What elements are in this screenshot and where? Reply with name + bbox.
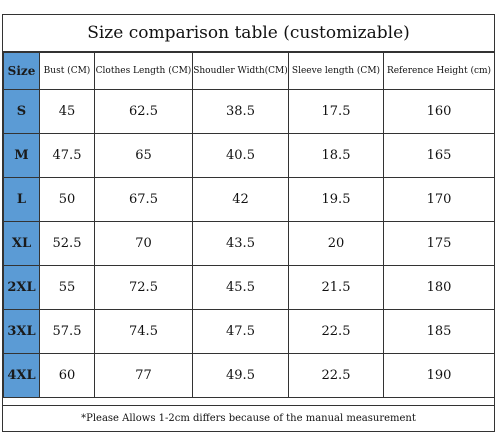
bust-cell: 60 [39,353,95,398]
table-row: 3XL 57.5 74.5 47.5 22.5 185 [3,309,495,354]
table-row: 2XL 55 72.5 45.5 21.5 180 [3,265,495,310]
measurement-note: *Please Allows 1-2cm differs because of … [3,405,494,431]
table-row: XL 52.5 70 43.5 20 175 [3,221,495,266]
clothes-length-cell: 70 [94,221,193,266]
clothes-length-cell: 74.5 [94,309,193,354]
sleeve-length-cell: 22.5 [288,353,384,398]
shoulder-width-cell: 43.5 [192,221,289,266]
shoulder-width-cell: 38.5 [192,89,289,134]
table-row: 4XL 60 77 49.5 22.5 190 [3,353,495,398]
reference-height-cell: 180 [383,265,495,310]
header-row: Size Bust (CM) Clothes Length (CM) Shoud… [3,52,495,90]
bust-cell: 55 [39,265,95,310]
size-cell: S [3,89,40,134]
size-cell: L [3,177,40,222]
bust-cell: 50 [39,177,95,222]
clothes-length-cell: 65 [94,133,193,178]
header-sleeve-length: Sleeve length (CM) [288,52,384,90]
size-cell: 2XL [3,265,40,310]
table-row: L 50 67.5 42 19.5 170 [3,177,495,222]
table-row: S 45 62.5 38.5 17.5 160 [3,89,495,134]
bust-cell: 45 [39,89,95,134]
bust-cell: 47.5 [39,133,95,178]
table-title: Size comparison table (customizable) [3,15,494,52]
table-row: M 47.5 65 40.5 18.5 165 [3,133,495,178]
sleeve-length-cell: 18.5 [288,133,384,178]
clothes-length-cell: 67.5 [94,177,193,222]
header-reference-height: Reference Height (cm) [383,52,495,90]
reference-height-cell: 165 [383,133,495,178]
shoulder-width-cell: 45.5 [192,265,289,310]
clothes-length-cell: 62.5 [94,89,193,134]
reference-height-cell: 190 [383,353,495,398]
size-cell: M [3,133,40,178]
shoulder-width-cell: 49.5 [192,353,289,398]
clothes-length-cell: 72.5 [94,265,193,310]
size-chart: Size comparison table (customizable) Siz… [2,14,495,432]
size-table: Size Bust (CM) Clothes Length (CM) Shoud… [3,52,495,398]
reference-height-cell: 160 [383,89,495,134]
sleeve-length-cell: 19.5 [288,177,384,222]
reference-height-cell: 175 [383,221,495,266]
reference-height-cell: 185 [383,309,495,354]
sleeve-length-cell: 22.5 [288,309,384,354]
reference-height-cell: 170 [383,177,495,222]
shoulder-width-cell: 40.5 [192,133,289,178]
header-clothes-length: Clothes Length (CM) [94,52,193,90]
shoulder-width-cell: 47.5 [192,309,289,354]
shoulder-width-cell: 42 [192,177,289,222]
clothes-length-cell: 77 [94,353,193,398]
sleeve-length-cell: 21.5 [288,265,384,310]
bust-cell: 57.5 [39,309,95,354]
size-cell: 4XL [3,353,40,398]
size-cell: XL [3,221,40,266]
header-size: Size [3,52,40,90]
size-cell: 3XL [3,309,40,354]
header-shoulder-width: Shoudler Width(CM) [192,52,289,90]
sleeve-length-cell: 17.5 [288,89,384,134]
bust-cell: 52.5 [39,221,95,266]
sleeve-length-cell: 20 [288,221,384,266]
header-bust: Bust (CM) [39,52,95,90]
